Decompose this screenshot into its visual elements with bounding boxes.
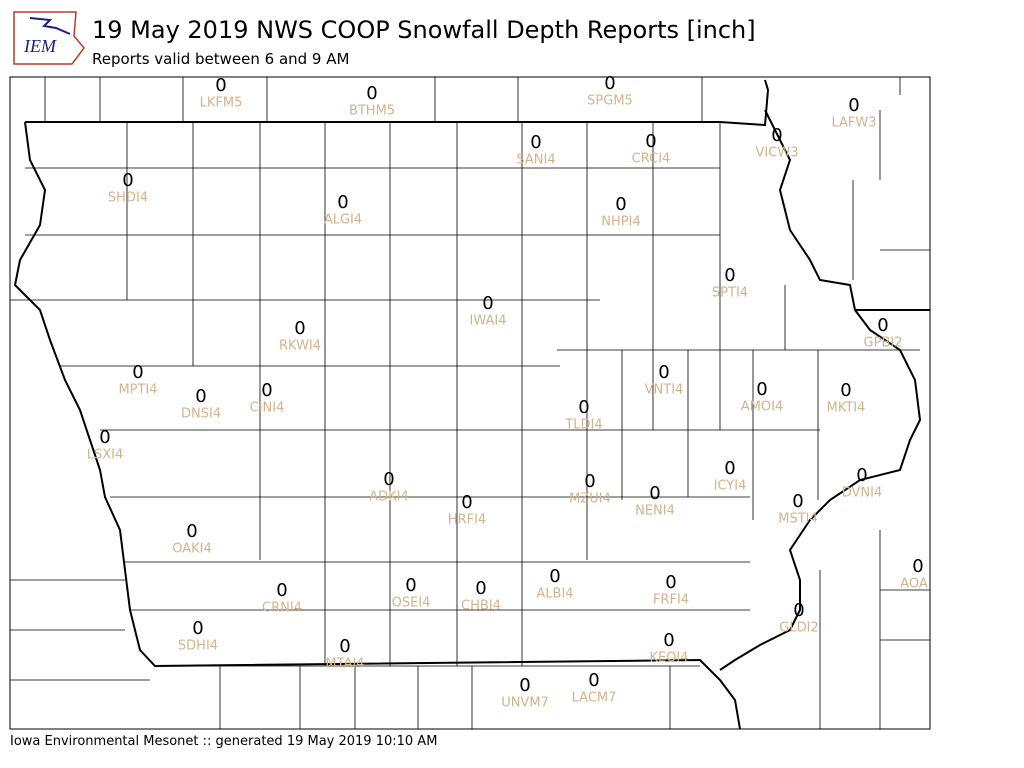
- station-value: 0: [461, 492, 472, 513]
- station-label: CRCI4: [632, 152, 671, 167]
- station-value: 0: [848, 95, 859, 116]
- station-label: DNSI4: [181, 407, 221, 422]
- station-label: ICYI4: [714, 479, 747, 494]
- station-value: 0: [519, 675, 530, 696]
- title: 19 May 2019 NWS COOP Snowfall Depth Repo…: [92, 16, 756, 44]
- station-value: 0: [475, 578, 486, 599]
- station-label: TLDI4: [564, 418, 602, 433]
- station-value: 0: [549, 566, 560, 587]
- station-value: 0: [339, 636, 350, 657]
- station-value: 0: [856, 465, 867, 486]
- station-value: 0: [649, 483, 660, 504]
- station-value: 0: [366, 83, 377, 104]
- station-value: 0: [294, 318, 305, 339]
- station-value: 0: [99, 427, 110, 448]
- station-value: 0: [840, 380, 851, 401]
- footer: Iowa Environmental Mesonet :: generated …: [10, 734, 437, 749]
- station-label: MZUI4: [569, 492, 611, 507]
- station-value: 0: [793, 600, 804, 621]
- station-label: SPGM5: [587, 94, 633, 109]
- station-label: ALBI4: [536, 587, 573, 602]
- subtitle: Reports valid between 6 and 9 AM: [92, 50, 349, 68]
- station-label: IWAI4: [470, 314, 507, 329]
- station-label: RKWI4: [279, 339, 321, 354]
- station-value: 0: [604, 73, 615, 94]
- station-label: OAKI4: [172, 542, 212, 557]
- station-value: 0: [405, 575, 416, 596]
- station-value: 0: [665, 572, 676, 593]
- station-label: CRNI4: [262, 601, 302, 616]
- station-value: 0: [756, 379, 767, 400]
- station-label: VICW3: [756, 146, 799, 161]
- station-label: NHPI4: [601, 215, 640, 230]
- station-label: MPTI4: [118, 383, 157, 398]
- station-value: 0: [132, 362, 143, 383]
- station-value: 0: [877, 315, 888, 336]
- station-label: AOA: [900, 577, 928, 592]
- station-label: NENI4: [635, 504, 675, 519]
- station-value: 0: [383, 469, 394, 490]
- station-value: 0: [530, 132, 541, 153]
- station-label: GLDI2: [779, 621, 818, 636]
- station-value: 0: [663, 630, 674, 651]
- station-label: CINI4: [250, 401, 285, 416]
- station-value: 0: [192, 618, 203, 639]
- station-label: LKFM5: [200, 96, 243, 111]
- station-value: 0: [584, 471, 595, 492]
- station-label: DVNI4: [842, 486, 883, 501]
- station-value: 0: [912, 556, 923, 577]
- station-label: SPTI4: [712, 286, 748, 301]
- station-label: AMOI4: [741, 400, 783, 415]
- station-value: 0: [792, 491, 803, 512]
- station-label: LACM7: [572, 691, 617, 706]
- station-label: HRFI4: [448, 513, 486, 528]
- station-value: 0: [658, 362, 669, 383]
- station-label: GPBI2: [864, 336, 903, 351]
- station-value: 0: [645, 131, 656, 152]
- station-value: 0: [122, 170, 133, 191]
- station-label: SDHI4: [178, 639, 218, 654]
- station-value: 0: [724, 458, 735, 479]
- station-value: 0: [195, 386, 206, 407]
- station-label: KEOI4: [649, 651, 688, 666]
- station-label: SHDI4: [108, 191, 148, 206]
- station-label: OSEI4: [392, 596, 431, 611]
- station-value: 0: [578, 397, 589, 418]
- station-label: SANI4: [516, 153, 555, 168]
- station-value: 0: [337, 192, 348, 213]
- station-value: 0: [186, 521, 197, 542]
- station-value: 0: [588, 670, 599, 691]
- station-label: BTHM5: [349, 104, 395, 119]
- station-value: 0: [261, 380, 272, 401]
- station-label: LAFW3: [831, 116, 876, 131]
- station-value: 0: [615, 194, 626, 215]
- station-label: FRFI4: [653, 593, 689, 608]
- station-label: MSTI4: [778, 512, 818, 527]
- station-value: 0: [771, 125, 782, 146]
- station-label: ADKI4: [369, 490, 409, 505]
- station-value: 0: [215, 75, 226, 96]
- station-value: 0: [724, 265, 735, 286]
- station-label: MKTI4: [827, 401, 866, 416]
- station-label: MTAI4: [325, 657, 364, 672]
- station-label: LSXI4: [87, 448, 124, 463]
- logo: IEM: [13, 11, 85, 65]
- county-lines: [10, 77, 930, 729]
- station-label: UNVM7: [501, 696, 549, 711]
- station-value: 0: [482, 293, 493, 314]
- station-label: ALGI4: [324, 213, 362, 228]
- station-value: 0: [276, 580, 287, 601]
- station-label: VNTI4: [645, 383, 684, 398]
- station-label: CHBI4: [461, 599, 501, 614]
- logo-text: IEM: [23, 36, 57, 56]
